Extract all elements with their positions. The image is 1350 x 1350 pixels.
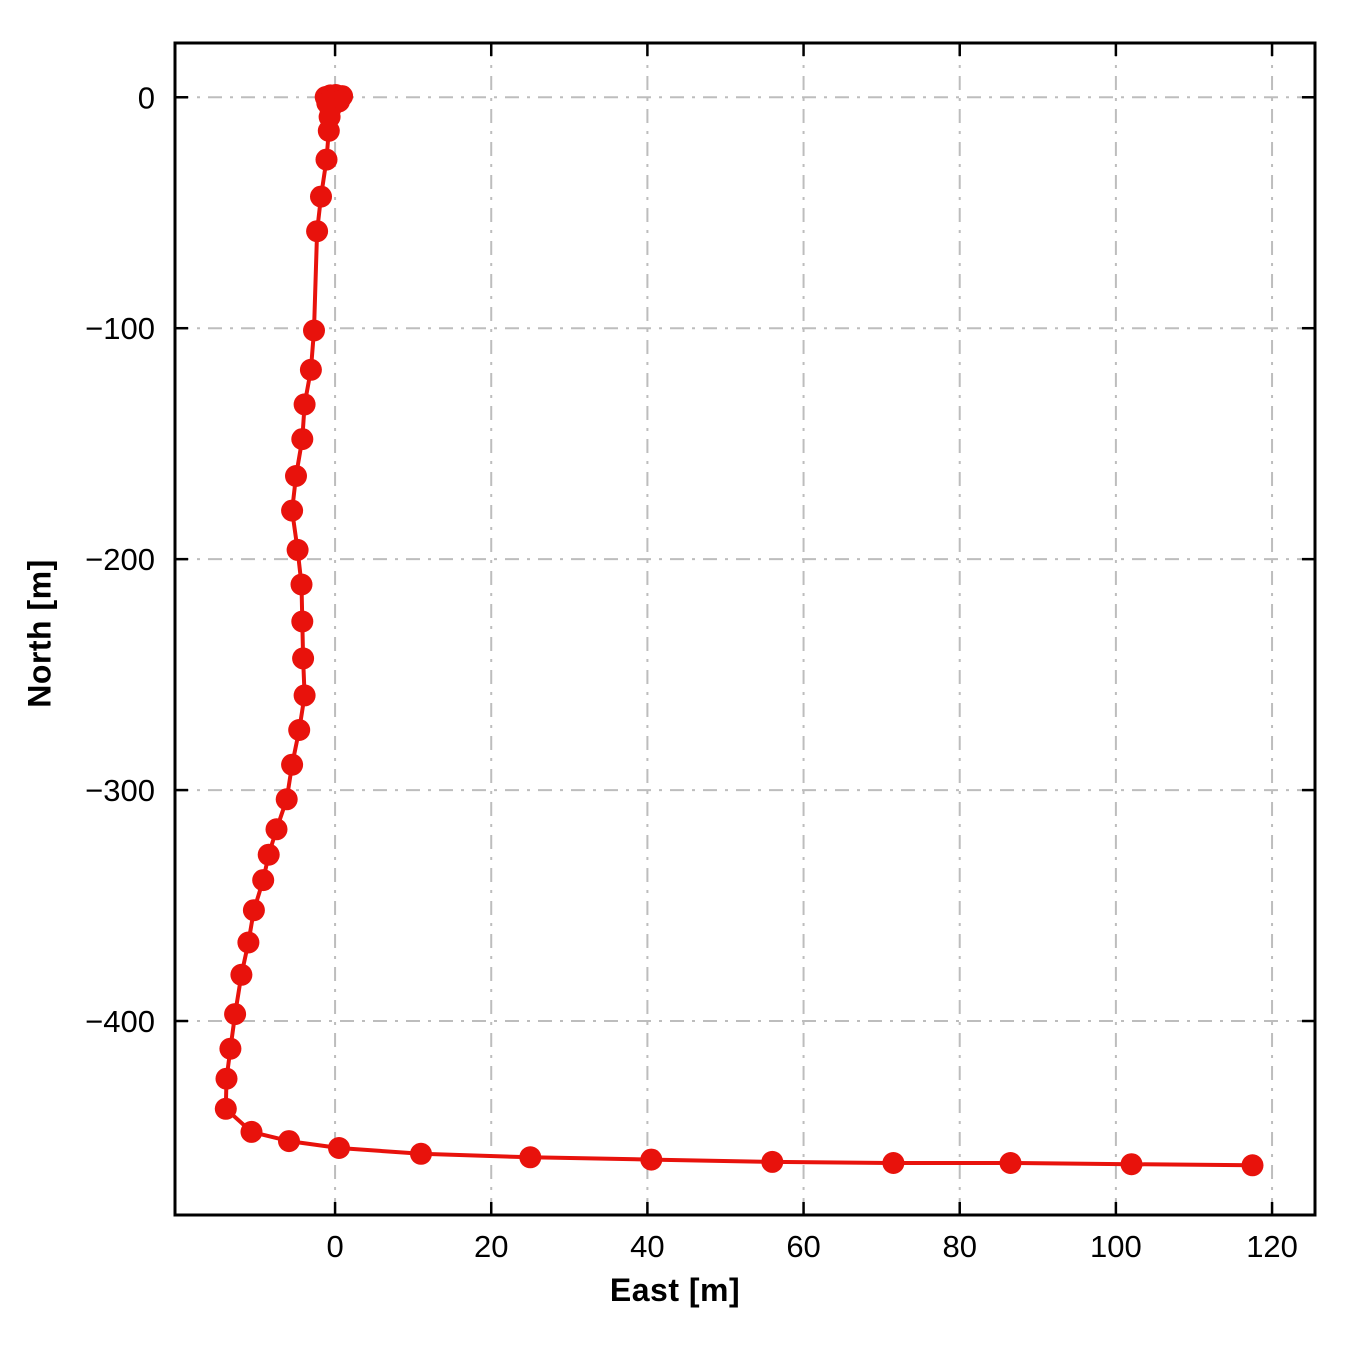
data-point (291, 610, 314, 633)
data-point (882, 1152, 905, 1174)
data-point (1241, 1154, 1264, 1177)
y-tick-label: −400 (85, 1004, 155, 1039)
data-point (328, 1137, 350, 1159)
data-point (410, 1142, 432, 1165)
data-point (310, 185, 332, 208)
x-tick-label: 100 (1090, 1229, 1142, 1264)
trajectory-line (223, 93, 1255, 1168)
data-point (315, 148, 338, 171)
x-axis-label: East [m] (609, 1272, 741, 1308)
data-point (293, 393, 316, 416)
y-tick-label: −300 (85, 773, 155, 808)
data-point (257, 843, 280, 866)
data-point (640, 1148, 663, 1171)
data-point (290, 573, 313, 596)
data-point (286, 538, 309, 561)
y-tick-label: −200 (85, 542, 155, 577)
data-point (278, 1130, 300, 1153)
data-point (281, 499, 304, 522)
plot-border (173, 41, 1317, 1217)
data-point (288, 719, 311, 741)
data-point (299, 358, 322, 381)
data-point (291, 428, 314, 451)
x-tick-label: 60 (786, 1229, 820, 1264)
data-point (292, 647, 315, 670)
data-point (519, 1146, 542, 1169)
data-point (999, 1152, 1022, 1174)
y-axis-label: North [m] (21, 559, 58, 708)
data-point (240, 1120, 263, 1143)
x-tick-label: 20 (474, 1229, 508, 1264)
data-point (306, 220, 329, 243)
y-tick-label: −100 (85, 311, 155, 346)
x-tick-label: 40 (630, 1229, 664, 1264)
x-tick-label: 0 (326, 1229, 343, 1264)
data-point (237, 931, 260, 954)
data-point (293, 684, 316, 707)
x-tick-label: 120 (1246, 1229, 1298, 1264)
x-tick-label: 80 (942, 1229, 976, 1264)
data-point (230, 963, 253, 986)
data-point (215, 1067, 238, 1090)
data-point (285, 465, 307, 487)
data-point (303, 319, 325, 342)
data-point (252, 869, 275, 892)
data-point (214, 1097, 237, 1120)
data-point (224, 1003, 247, 1026)
y-tick-label: 0 (138, 80, 155, 115)
data-point (265, 818, 288, 841)
data-point (275, 788, 298, 811)
data-point (281, 753, 304, 776)
data-point (219, 1037, 242, 1060)
data-point (1120, 1153, 1143, 1176)
data-point (761, 1150, 784, 1173)
data-point (242, 899, 265, 922)
data-point (317, 119, 340, 142)
